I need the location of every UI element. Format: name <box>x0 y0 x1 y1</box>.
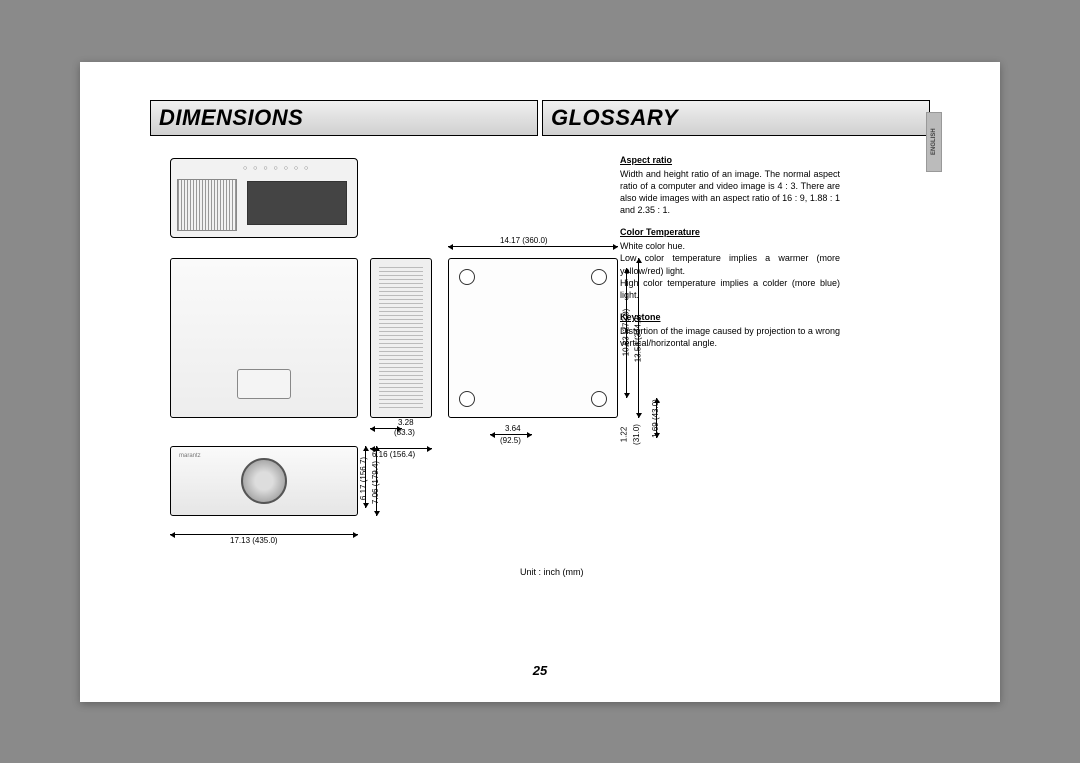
foot-icon <box>459 269 475 285</box>
glossary-term-colortemp: Color Temperature <box>620 226 840 238</box>
top-slot <box>237 369 291 399</box>
dim-right-b2: 1.69 (43.0) <box>651 399 660 438</box>
foot-icon <box>591 391 607 407</box>
language-tab: ENGLISH <box>926 112 942 172</box>
dimline-top-width <box>448 246 618 247</box>
dim-right-h2: 13.54 (344.0) <box>633 314 642 362</box>
glossary-line-colortemp-1: White color hue. <box>620 240 840 252</box>
dimension-diagrams: ○ ○ ○ ○ ○ ○ ○ marantz 14.17 (360.0) 3.28… <box>170 158 610 558</box>
glossary-line-colortemp-2: Low color temperature implies a warmer (… <box>620 252 840 276</box>
glossary-term-aspect: Aspect ratio <box>620 154 840 166</box>
glossary-term-keystone: Keystone <box>620 311 840 323</box>
brand-label: marantz <box>179 453 201 459</box>
glossary-column: Aspect ratio Width and height ratio of a… <box>620 154 840 350</box>
dim-right-b1a: 1.22 <box>619 426 628 442</box>
rear-dots: ○ ○ ○ ○ ○ ○ ○ <box>243 165 310 172</box>
header-dimensions: DIMENSIONS <box>150 100 538 136</box>
dim-bottom-half2: (92.5) <box>500 436 521 445</box>
dim-front-h1: 6.17 (156.7) <box>359 456 368 499</box>
view-bottom <box>448 258 618 418</box>
dim-bottom-half: 3.64 <box>505 424 521 433</box>
glossary-body-keystone: Distortion of the image caused by projec… <box>620 325 840 349</box>
dim-front-h2: 7.06 (179.4) <box>371 460 380 503</box>
glossary-line-colortemp-3: High color temperature implies a colder … <box>620 277 840 301</box>
lens-icon <box>241 458 287 504</box>
dimline-bottom-half <box>490 434 532 435</box>
view-top <box>170 258 358 418</box>
dim-top-width: 14.17 (360.0) <box>500 236 548 245</box>
view-rear: ○ ○ ○ ○ ○ ○ ○ <box>170 158 358 238</box>
page-number: 25 <box>533 663 547 678</box>
view-side <box>370 258 432 418</box>
dimline-front-w <box>170 534 358 535</box>
header-bar: DIMENSIONS GLOSSARY <box>150 100 930 136</box>
foot-icon <box>459 391 475 407</box>
view-front: marantz <box>170 446 358 516</box>
dim-side-w1: 3.28 <box>398 418 414 427</box>
dim-front-w: 17.13 (435.0) <box>230 536 278 545</box>
header-glossary: GLOSSARY <box>542 100 930 136</box>
manual-page: DIMENSIONS GLOSSARY ENGLISH Aspect ratio… <box>80 62 1000 702</box>
dim-right-b1b: (31.0) <box>632 424 641 445</box>
foot-icon <box>591 269 607 285</box>
dim-right-h1: 10.83 (275.0) <box>621 308 630 356</box>
unit-label: Unit : inch (mm) <box>520 567 584 577</box>
dim-side-full: 6.16 (156.4) <box>372 450 415 459</box>
rear-panel <box>247 181 347 225</box>
dim-side-w2: (83.3) <box>394 428 415 437</box>
glossary-body-aspect: Width and height ratio of an image. The … <box>620 168 840 217</box>
